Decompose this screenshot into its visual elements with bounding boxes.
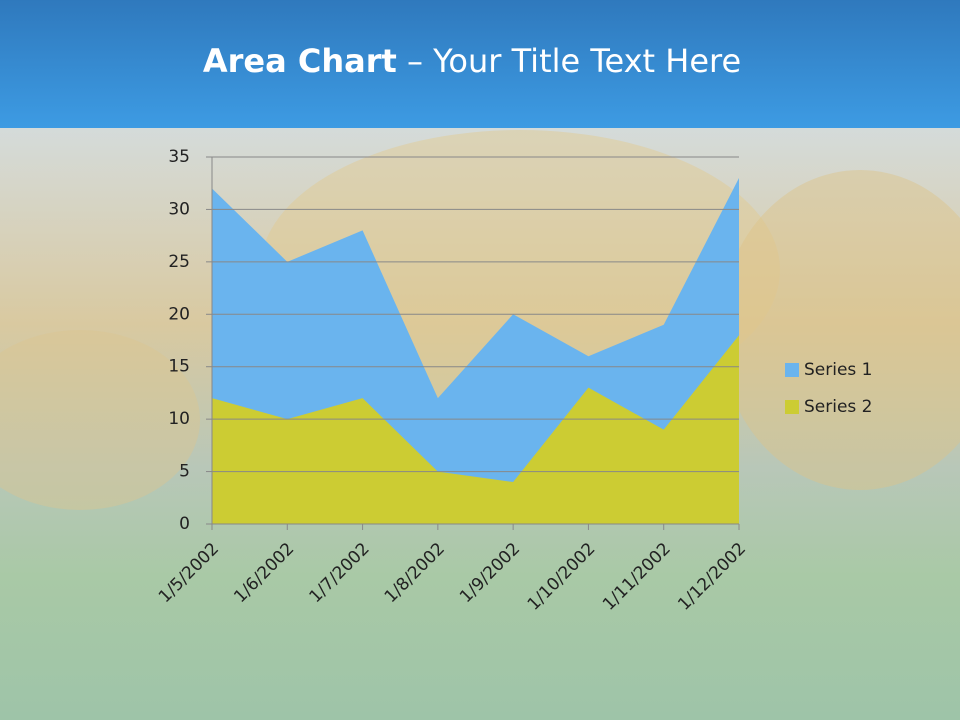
legend-swatch [785,400,799,414]
title-bold: Area Chart [203,42,397,80]
tree-canopy [720,170,960,490]
title-band [0,0,960,128]
legend-label: Series 1 [804,360,873,380]
y-tick-label: 0 [179,514,190,534]
y-tick-label: 10 [168,409,190,429]
y-tick-label: 30 [168,199,190,219]
y-tick-label: 20 [168,304,190,324]
y-tick-label: 15 [168,357,190,377]
title-rest: – Your Title Text Here [407,42,741,80]
y-tick-label: 35 [168,147,190,167]
tree-canopy [0,330,200,510]
y-tick-label: 25 [168,252,190,272]
legend-swatch [785,363,799,377]
area [212,335,739,524]
slide-title: Area Chart – Your Title Text Here [203,42,741,80]
y-tick-label: 5 [179,462,190,482]
legend-label: Series 2 [804,397,873,417]
